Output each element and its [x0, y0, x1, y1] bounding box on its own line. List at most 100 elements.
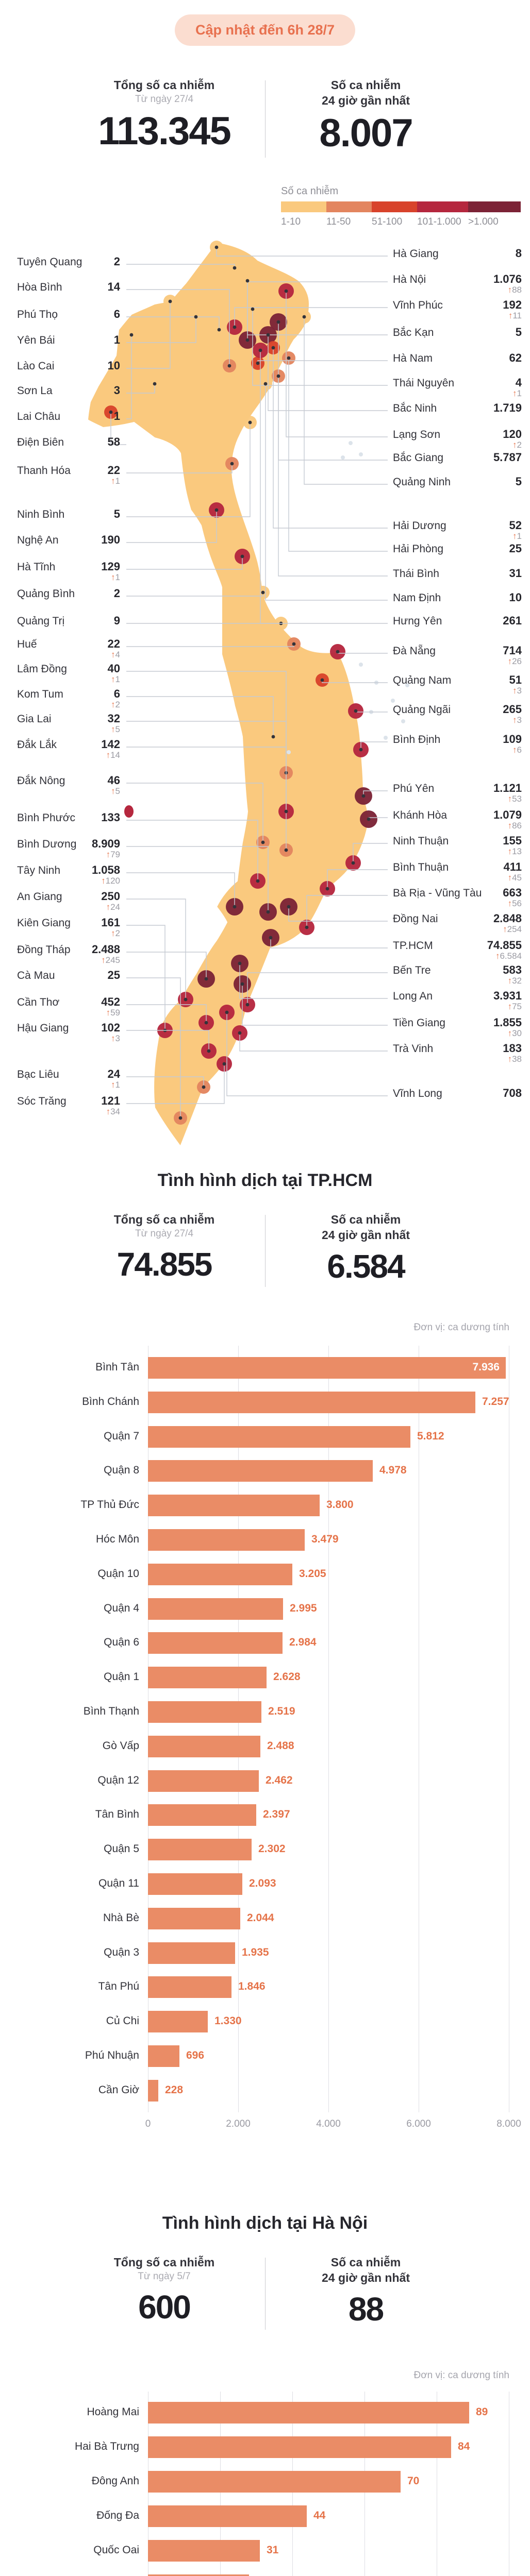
leader-line-Tây Ninh — [126, 872, 235, 907]
leader-line-Hải Dương — [273, 348, 388, 529]
increase-arrow-icon: ↑ — [111, 928, 115, 938]
bar-value: 5.812 — [417, 1430, 444, 1442]
increase-arrow-icon: ↑ — [507, 899, 512, 908]
legend-label-11-50: 11-50 — [326, 216, 351, 227]
map-dot-Hậu Giang — [207, 1049, 211, 1053]
province-delta: ↑34 — [106, 1107, 120, 1116]
map-dot-Hà Giang — [214, 245, 219, 249]
leader-line-Thanh Hóa — [126, 464, 233, 473]
province-name: Bình Phước — [17, 812, 76, 824]
bar-category-label: Đống Đa — [96, 2510, 139, 2521]
province-delta: ↑5 — [111, 724, 120, 734]
province-value: 3 — [113, 384, 120, 397]
legend-segment-101-1.000 — [417, 201, 468, 212]
map-dot-Ninh Thuận — [351, 861, 355, 865]
province-row-Bến Tre: Bến Tre 583 ↑32 — [393, 963, 522, 988]
province-name: Phú Thọ — [17, 309, 58, 320]
bar-Đống Đa — [148, 2505, 307, 2527]
national-total-label: Tổng số ca nhiễm — [113, 78, 215, 92]
bar-value: 7.257 — [482, 1395, 509, 1408]
increase-arrow-icon: ↑ — [495, 951, 500, 961]
province-value: 51 — [509, 673, 522, 686]
hanoi-stats-divider — [264, 2258, 266, 2330]
province-name: Bắc Giang — [393, 452, 444, 464]
province-value: 1.719 — [493, 401, 522, 414]
map-dot-Lâm Đồng — [284, 848, 288, 852]
island-speck — [341, 455, 345, 460]
leader-line-Lào Cai — [126, 301, 171, 369]
hcmc-total-value: 74.855 — [117, 1246, 213, 1283]
province-name: Bình Thuận — [393, 861, 449, 873]
map-dot-An Giang — [184, 997, 188, 1002]
province-value: 2.848 — [493, 912, 522, 925]
map-dot-Yên Bái — [194, 315, 198, 319]
leader-line-Cần Thơ — [126, 1004, 207, 1023]
map-dot-Quảng Nam — [320, 678, 324, 682]
increase-arrow-icon: ↑ — [507, 976, 512, 986]
leader-line-Kom Tum — [126, 696, 274, 737]
bar-category-label: Hai Bà Trưng — [75, 2441, 139, 2452]
increase-arrow-icon: ↑ — [508, 311, 513, 320]
bar-value: 84 — [458, 2441, 470, 2452]
province-delta: ↑30 — [507, 1028, 522, 1038]
province-delta: ↑3 — [512, 715, 522, 725]
map-dot-Phú Yên — [361, 794, 366, 798]
province-row-Khánh Hòa: Khánh Hòa 1.079 ↑86 — [393, 808, 522, 833]
bar-value: 1.330 — [214, 2015, 242, 2027]
province-name: Lạng Sơn — [393, 429, 441, 440]
province-row-Trà Vinh: Trà Vinh 183 ↑38 — [393, 1042, 522, 1066]
legend-segment->1.000 — [468, 201, 521, 212]
national-recent-label-1: Số ca nhiễm — [330, 78, 401, 92]
map-dot-Quảng Ngãi — [354, 709, 358, 713]
leader-line-Bắc Giang — [278, 322, 388, 461]
map-dot-Quảng Ninh — [302, 315, 306, 319]
leader-line-Long An — [239, 963, 388, 999]
province-value: 8.909 — [91, 837, 120, 850]
leader-line-Trà Vinh — [239, 1033, 388, 1052]
legend-color-bar — [281, 201, 521, 212]
vietnam-outline — [87, 241, 370, 1148]
province-row-Đắk Nông: Đắk Nông 46 ↑5 — [17, 774, 120, 799]
province-delta: ↑56 — [507, 899, 522, 908]
bar-category-label: Bình Tân — [95, 1361, 139, 1373]
province-row-Hưng Yên: Hưng Yên 261 — [393, 614, 522, 639]
province-name: Bạc Liêu — [17, 1069, 59, 1080]
province-row-TP.HCM: TP.HCM 74.855 ↑6.584 — [393, 939, 522, 963]
bar-value: 2.462 — [266, 1774, 293, 1786]
chart-gridline — [328, 1346, 329, 2112]
hcmc-total: Tổng số ca nhiễm Từ ngày 27/4 74.855 — [79, 1212, 250, 1287]
legend-label->1.000: >1.000 — [468, 216, 499, 227]
province-delta: ↑2 — [111, 928, 120, 938]
bar-category-label: Quận 8 — [104, 1464, 139, 1477]
province-value: 14 — [107, 280, 120, 293]
province-value: 10 — [107, 359, 120, 372]
increase-arrow-icon: ↑ — [101, 876, 106, 886]
bar-Quận 8 — [148, 1460, 373, 1482]
province-name: Quảng Trị — [17, 615, 65, 627]
province-value: 10 — [509, 591, 522, 604]
hcmc-recent-label-1: Số ca nhiễm — [330, 1213, 401, 1226]
increase-arrow-icon: ↑ — [512, 745, 517, 755]
map-dot-Bà Rịa - Vũng Tàu — [305, 925, 309, 929]
province-name: Lào Cai — [17, 360, 55, 372]
x-axis-tick-label: 4.000 — [316, 2119, 341, 2129]
province-value: 192 — [503, 298, 522, 311]
island-speck — [359, 663, 363, 667]
province-name: Quảng Ngãi — [393, 704, 451, 716]
bar-value: 3.800 — [326, 1499, 354, 1511]
province-row-Sóc Trăng: Sóc Trăng 121 ↑34 — [17, 1094, 120, 1119]
bar-Hoàng Mai — [148, 2402, 469, 2424]
province-value: 714 — [503, 644, 522, 657]
province-value: 1.079 — [493, 808, 522, 821]
province-row-Bình Dương: Bình Dương 8.909 ↑79 — [17, 837, 120, 862]
province-row-Bình Thuận: Bình Thuận 411 ↑45 — [393, 860, 522, 885]
island-phu-quoc — [124, 805, 134, 818]
bar-Quận 10 — [148, 1563, 292, 1585]
province-row-Bắc Kạn: Bắc Kạn 5 — [393, 326, 522, 350]
bar-category-label: Củ Chi — [106, 2015, 139, 2027]
province-row-Ninh Bình: Ninh Bình 5 — [17, 507, 120, 532]
increase-arrow-icon: ↑ — [111, 650, 115, 659]
province-delta: ↑1 — [111, 572, 120, 582]
leader-line-Quảng Ninh — [304, 317, 388, 485]
map-dot-Bình Thuận — [325, 887, 329, 891]
